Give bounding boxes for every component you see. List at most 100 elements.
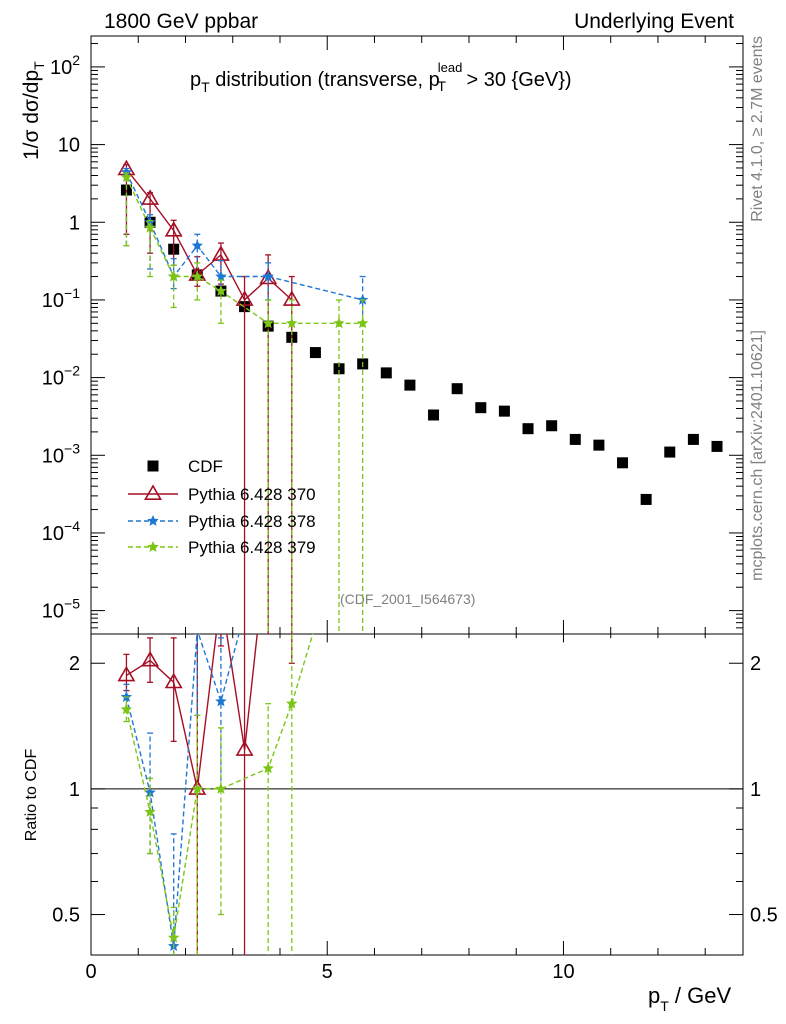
analysis-id: (CDF_2001_I564673)	[340, 591, 475, 607]
cdf-point	[687, 433, 699, 445]
ratio-series	[117, 588, 314, 955]
legend-label: Pythia 6.428 378	[188, 512, 316, 531]
legend-label: Pythia 6.428 379	[188, 538, 316, 557]
ratio-series-3	[120, 634, 314, 955]
ratio-point	[168, 931, 180, 943]
ratio-line	[126, 634, 258, 790]
axis-ticks: 0 5 10 102 10 1 10−1 10−2 10−3 10−4 10−5 2 2 1 1 0.5 0.5	[42, 36, 778, 983]
series-point	[282, 290, 301, 306]
y-axis-label: 1/σ dσ/dpT	[20, 61, 47, 160]
ratio-tick-label-right: 2	[750, 653, 761, 675]
series-1	[117, 159, 301, 634]
ratio-tick-label: 2	[69, 653, 80, 675]
y-tick-label: 102	[50, 52, 80, 79]
rivet-label: Rivet 4.1.0, ≥ 2.7M events	[749, 36, 766, 222]
x-axis-label: pT / GeV	[648, 983, 731, 1014]
cdf-point	[617, 457, 629, 469]
ratio-line	[125, 634, 240, 947]
ratio-series-1	[117, 588, 295, 955]
legend-label: CDF	[188, 457, 223, 476]
ratio-tick-label-right: 1	[750, 779, 761, 801]
series-point	[262, 270, 274, 282]
ratio-point	[191, 782, 203, 794]
series-3	[120, 171, 369, 634]
cdf-point	[711, 440, 723, 452]
cdf-point	[569, 433, 581, 445]
legend-marker	[147, 541, 159, 552]
series-line	[125, 168, 293, 302]
plot-title: pT distribution (transverse, plead T > 30…	[190, 60, 572, 95]
series-point	[191, 270, 203, 282]
y-tick-label: 10−2	[42, 363, 80, 390]
series-point	[357, 317, 369, 329]
title-sub: T	[201, 79, 210, 95]
series-point	[120, 171, 133, 183]
y-tick-label: 10−5	[42, 596, 80, 623]
y-tick-label: 10−1	[42, 285, 80, 312]
x-tick-label: 10	[552, 961, 574, 983]
ratio-point	[286, 697, 298, 709]
series-point	[215, 270, 227, 282]
mcplots-label: mcplots.cern.ch [arXiv:2401.10621]	[749, 330, 766, 581]
cdf-point	[428, 409, 440, 421]
series-point	[286, 317, 298, 329]
cdf-point	[498, 405, 510, 417]
cdf-point	[333, 363, 345, 375]
ratio-point	[213, 588, 228, 601]
series-point	[141, 189, 160, 205]
ratio-tick-label: 1	[69, 779, 80, 801]
ratio-tick-label-right: 0.5	[750, 905, 778, 927]
ratio-point	[144, 806, 156, 817]
series-point	[235, 290, 254, 306]
ratio-panel-frame	[90, 633, 744, 956]
ratio-point	[193, 634, 201, 635]
cdf-point	[522, 423, 534, 435]
legend-marker	[147, 460, 159, 472]
cdf-point	[404, 379, 416, 391]
cdf-point	[640, 493, 652, 505]
series-point	[144, 221, 156, 233]
ratio-point	[120, 703, 133, 715]
legend: CDF Pythia 6.428 370 Pythia 6.428 378 Pythi…	[128, 457, 316, 557]
ratio-line	[125, 634, 314, 938]
cdf-point	[664, 446, 676, 458]
ratio-tick-label: 0.5	[52, 905, 80, 927]
ratio-axis-label: Ratio to CDF	[23, 749, 40, 842]
cdf-point	[309, 347, 321, 359]
legend-label: Pythia 6.428 370	[188, 485, 316, 504]
cdf-point	[546, 420, 558, 432]
series-point	[333, 317, 345, 329]
cdf-point	[475, 402, 487, 414]
cdf-point	[380, 367, 392, 379]
header-right: Underlying Event	[574, 10, 734, 33]
ratio-point	[215, 695, 227, 707]
ratio-point	[235, 740, 254, 756]
series-point	[262, 317, 274, 329]
cdf-point	[451, 383, 463, 395]
ratio-point	[141, 650, 160, 667]
title-sub2: T	[437, 78, 446, 94]
y-tick-label: 10−4	[42, 518, 80, 545]
header-left: 1800 GeV ppbar	[104, 10, 258, 33]
series-point	[168, 270, 180, 282]
top-series	[117, 159, 723, 634]
legend-marker	[144, 484, 162, 501]
y-tick-label: 1	[69, 212, 80, 234]
ratio-point	[164, 672, 183, 689]
title-sup: lead	[438, 60, 463, 75]
y-tick-label: 10−3	[42, 440, 80, 467]
legend-marker	[147, 515, 159, 526]
title-rest: distribution (transverse, p	[210, 69, 440, 91]
series-point	[215, 285, 227, 296]
ratio-point	[262, 762, 274, 774]
x-tick-label: 0	[85, 961, 96, 983]
ratio-point	[215, 782, 227, 794]
y-tick-label: 10	[58, 135, 80, 157]
ratio-point	[117, 665, 136, 682]
ratio-point	[144, 786, 156, 798]
series-point	[191, 239, 203, 251]
series-point	[164, 220, 183, 237]
cdf-point	[593, 439, 605, 451]
title-tail: > 30 {GeV})	[461, 69, 572, 91]
